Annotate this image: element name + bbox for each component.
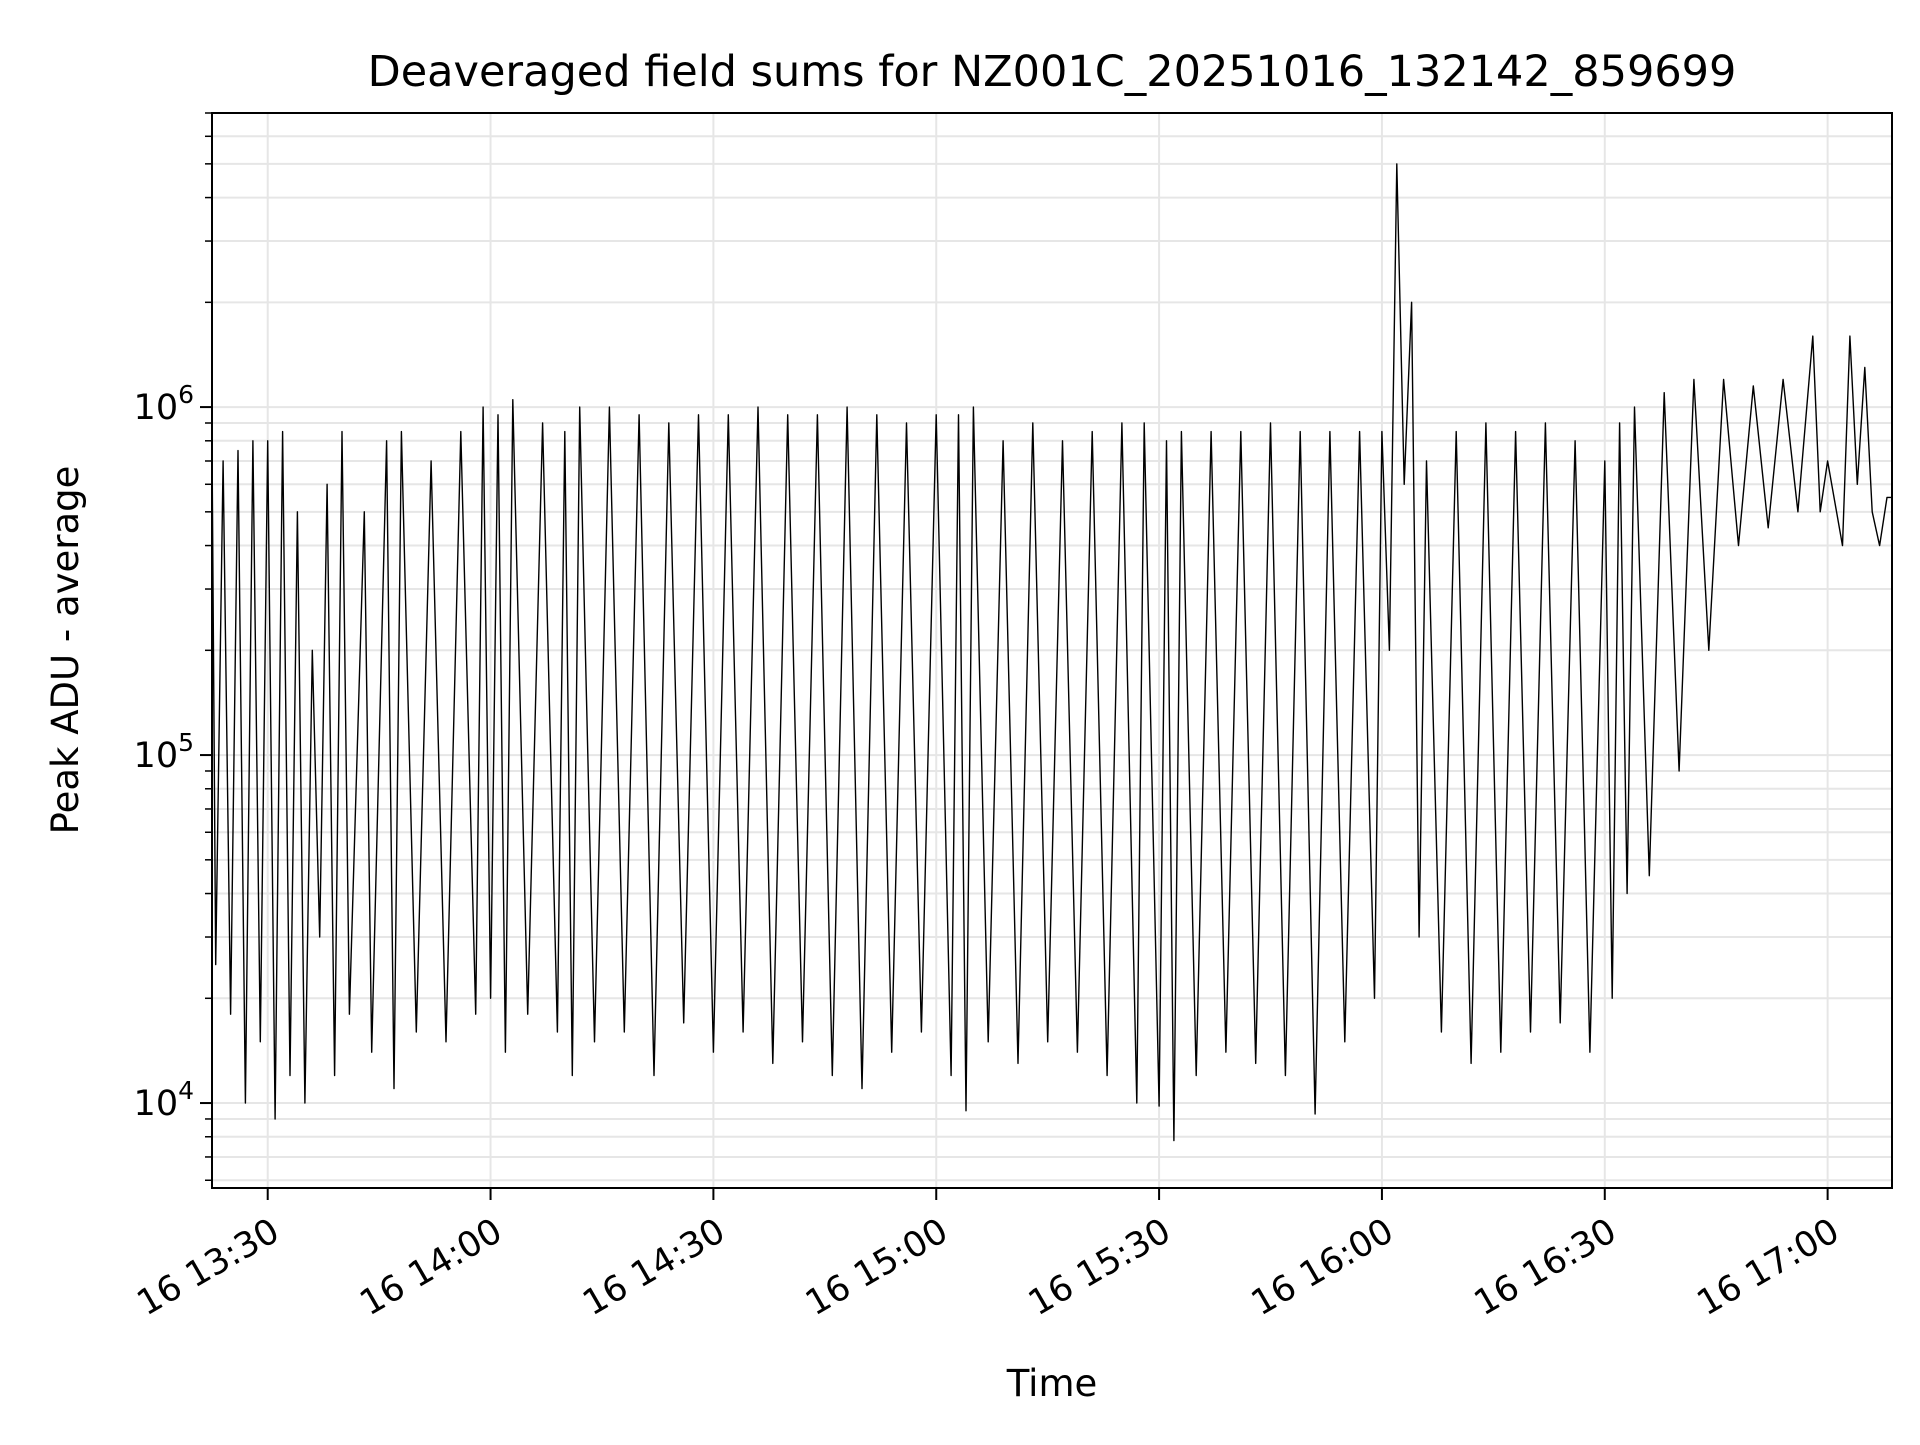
y-tick-base: 10 (134, 388, 179, 428)
y-tick-exponent: 5 (178, 728, 194, 757)
y-tick-label: 105 (134, 728, 194, 776)
series-layer (212, 163, 1892, 1142)
y-tick-exponent: 6 (178, 380, 194, 409)
y-tick-base: 10 (134, 1084, 179, 1124)
y-axis-label: Peak ADU - average (44, 466, 87, 835)
chart-title: Deaveraged field sums for NZ001C_2025101… (368, 47, 1737, 97)
y-tick-label: 106 (134, 380, 194, 428)
y-tick-label: 104 (134, 1076, 194, 1124)
series-line (212, 163, 1892, 1142)
x-axis-label: Time (1006, 1362, 1098, 1405)
y-tick-exponent: 4 (178, 1076, 194, 1105)
y-tick-base: 10 (134, 736, 179, 776)
